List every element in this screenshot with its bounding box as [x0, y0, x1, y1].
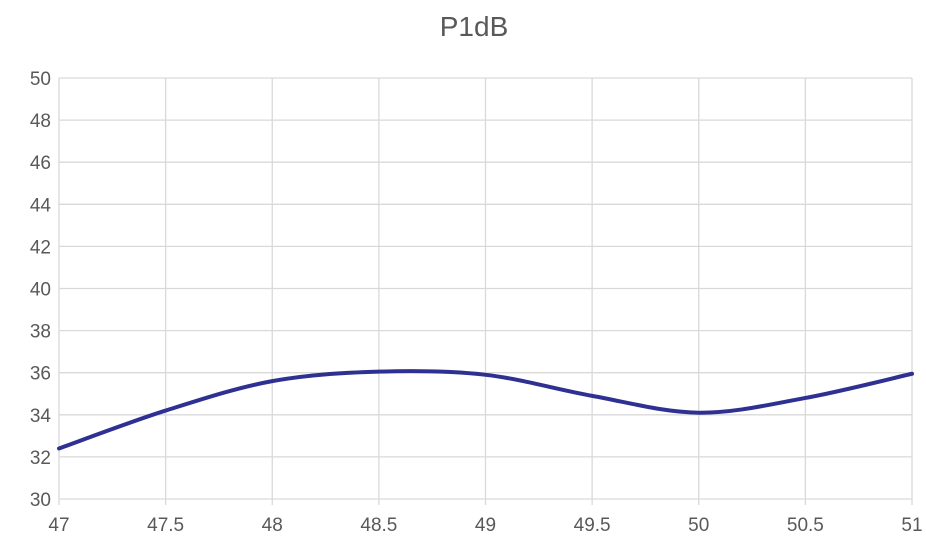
series-line [57, 369, 914, 451]
chart-title: P1dB [440, 11, 509, 42]
x-tick-label: 51 [901, 515, 922, 536]
x-tick-label: 49 [475, 515, 496, 536]
y-tick-label: 40 [30, 280, 51, 301]
y-axis-tick-labels: 30 32 34 36 38 40 42 44 46 48 50 [30, 69, 52, 511]
y-tick-label: 38 [30, 322, 51, 343]
x-axis-tick-labels: 47 47.5 48 48.5 49 49.5 50 50.5 51 [48, 515, 922, 536]
y-tick-label: 44 [30, 195, 52, 216]
y-tick-label: 30 [30, 490, 51, 511]
x-tick-label: 50 [688, 515, 709, 536]
x-tick-label: 49.5 [574, 515, 611, 536]
y-tick-label: 36 [30, 364, 51, 385]
y-tick-label: 32 [30, 448, 51, 469]
grid-lines [58, 77, 913, 505]
y-tick-label: 42 [30, 237, 51, 258]
x-tick-label: 47.5 [147, 515, 184, 536]
y-tick-label: 46 [30, 153, 51, 174]
y-tick-label: 34 [30, 406, 52, 427]
series-layer [57, 369, 914, 451]
x-tick-label: 48.5 [360, 515, 397, 536]
x-tick-label: 48 [262, 515, 283, 536]
x-tick-label: 50.5 [787, 515, 824, 536]
x-tick-label: 47 [48, 515, 69, 536]
y-tick-label: 50 [30, 69, 51, 90]
y-tick-label: 48 [30, 111, 51, 132]
